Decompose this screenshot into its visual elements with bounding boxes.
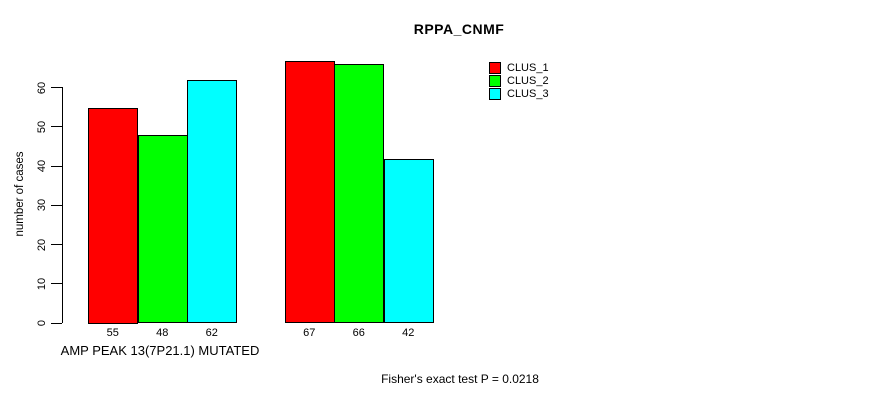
y-tick: [51, 283, 62, 285]
y-tick-label: 10: [36, 277, 48, 290]
bar-value-label: 62: [205, 327, 218, 339]
y-tick: [51, 87, 62, 88]
bar-clus_1-group-1: [88, 107, 138, 324]
bar-value-label: 67: [303, 327, 316, 339]
legend-label-clus-2: CLUS_2: [507, 74, 549, 87]
bar-value-label: 48: [156, 327, 169, 339]
y-tick-label: 50: [36, 120, 48, 133]
bar-value-label: 66: [352, 327, 365, 339]
y-tick: [51, 204, 62, 206]
legend-swatch-clus-1: [489, 61, 501, 74]
legend-item-clus-2: CLUS_2: [489, 74, 549, 87]
legend: CLUS_1 CLUS_2 CLUS_3: [489, 61, 549, 101]
y-tick: [51, 165, 62, 167]
y-tick: [51, 244, 62, 245]
legend-swatch-clus-2: [489, 74, 501, 87]
bar-clus_3-group-2: [383, 158, 434, 324]
y-tick: [51, 322, 62, 324]
bar-value-label: 55: [106, 327, 119, 339]
y-axis-line: [62, 87, 63, 323]
y-tick-label: 0: [36, 319, 48, 327]
legend-label-clus-1: CLUS_1: [507, 61, 549, 74]
y-tick-label: 40: [36, 159, 48, 173]
legend-swatch-clus-3: [489, 88, 501, 101]
y-tick-label: 30: [36, 199, 48, 212]
y-axis-title: number of cases: [14, 151, 26, 237]
legend-item-clus-1: CLUS_1: [489, 61, 549, 74]
y-tick-label: 20: [36, 238, 48, 251]
legend-item-clus-3: CLUS_3: [489, 88, 549, 101]
bar-clus_2-group-1: [137, 135, 188, 324]
legend-label-clus-3: CLUS_3: [507, 88, 549, 101]
bar-clus_1-group-2: [284, 60, 335, 324]
chart-title: RPPA_CNMF: [413, 21, 505, 37]
bar-clus_3-group-1: [187, 80, 237, 324]
y-tick: [51, 126, 62, 128]
y-tick-label: 60: [36, 81, 48, 94]
bar-value-label: 42: [402, 327, 415, 339]
bar-clus_2-group-2: [334, 64, 384, 324]
fisher-test-annotation: Fisher's exact test P = 0.0218: [381, 372, 539, 386]
x-group-label-mutated: AMP PEAK 13(7P21.1) MUTATED: [60, 343, 260, 358]
